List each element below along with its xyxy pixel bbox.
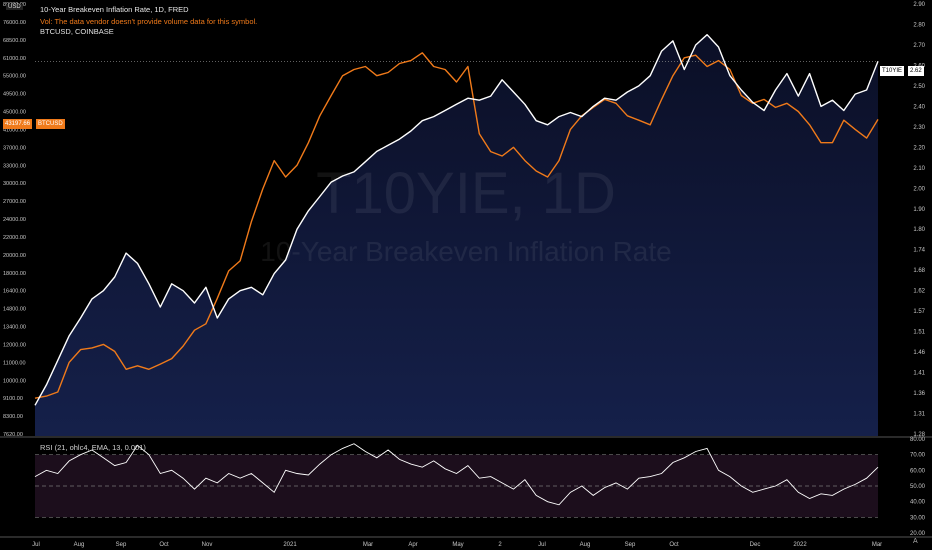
- left-axis-tick: 37000.00: [3, 145, 26, 151]
- rsi-axis-tick: 70.00: [910, 453, 926, 459]
- left-axis-tick: 45000.00: [3, 110, 26, 116]
- x-axis-tick: Oct: [669, 542, 679, 548]
- x-axis-tick: 2022: [793, 542, 807, 548]
- right-axis-tick: 1.74: [913, 248, 925, 254]
- x-axis-tick: Aug: [74, 542, 85, 548]
- x-axis-tick: Oct: [159, 542, 169, 548]
- left-axis-tick: 27000.00: [3, 199, 26, 205]
- x-axis-tick: Mar: [872, 542, 882, 548]
- t10-line: [34, 34, 879, 406]
- overlay-symbol-label: BTCUSD, COINBASE: [40, 27, 114, 36]
- right-axis-tick: 2.00: [913, 186, 925, 192]
- right-axis-tick: 1.68: [913, 268, 925, 274]
- chart-title: 10-Year Breakeven Inflation Rate, 1D, FR…: [40, 5, 189, 14]
- left-axis-tick: 61000.00: [3, 56, 26, 62]
- left-axis-tick: 49500.00: [3, 92, 26, 98]
- t10-symbol-badge: T10YIE: [880, 66, 905, 76]
- left-axis-tick: 8300.00: [3, 414, 23, 420]
- right-axis-tick: 1.41: [913, 371, 925, 377]
- right-axis-tick: 1.51: [913, 330, 925, 336]
- auto-scale-button[interactable]: A: [913, 538, 918, 545]
- x-axis-tick: Sep: [625, 542, 636, 548]
- right-axis-tick: 2.80: [913, 22, 925, 28]
- right-axis-tick: 1.28: [913, 432, 925, 438]
- x-axis-tick: 2021: [283, 542, 297, 548]
- watermark-ticker: T10YIE, 1D: [316, 161, 616, 226]
- right-axis-tick: 1.80: [913, 227, 925, 233]
- left-axis-tick: 16400.00: [3, 289, 26, 295]
- right-axis-tick: 1.36: [913, 391, 925, 397]
- right-axis-tick: 2.50: [913, 84, 925, 90]
- left-axis-tick: 18000.00: [3, 271, 26, 277]
- x-axis-tick: Mar: [363, 542, 373, 548]
- left-axis-tick: 24000.00: [3, 217, 26, 223]
- rsi-axis-tick: 50.00: [910, 484, 926, 490]
- right-axis-tick: 2.30: [913, 125, 925, 131]
- right-axis-tick: 1.31: [913, 412, 925, 418]
- right-axis-tick: 2.20: [913, 145, 925, 151]
- rsi-line: [34, 443, 879, 506]
- rsi-label: RSI (21, ohlc4, EMA, 13, 0.001): [40, 443, 146, 452]
- x-axis-tick: May: [452, 542, 463, 548]
- rsi-axis-tick: 40.00: [910, 500, 926, 506]
- rsi-axis-tick: 20.00: [910, 531, 926, 537]
- right-axis-tick: 2.90: [913, 2, 925, 8]
- watermark-name: 10-Year Breakeven Inflation Rate: [260, 236, 672, 267]
- left-axis-tick: 9100.00: [3, 396, 23, 402]
- x-axis-tick: Aug: [580, 542, 591, 548]
- left-axis-tick: 41000.00: [3, 127, 26, 133]
- right-axis-tick: 2.40: [913, 104, 925, 110]
- right-axis-tick: 1.46: [913, 350, 925, 356]
- left-axis-tick: 13400.00: [3, 325, 26, 331]
- x-axis-tick: Jul: [32, 542, 40, 548]
- right-axis-tick: 1.62: [913, 289, 925, 295]
- x-axis-tick: Nov: [202, 542, 213, 548]
- left-axis-tick: 22000.00: [3, 235, 26, 241]
- t10-value-badge: 2.62: [908, 66, 924, 76]
- right-axis-tick: 1.90: [913, 207, 925, 213]
- left-axis-tick: 20000.00: [3, 253, 26, 259]
- left-axis-tick: 30000.00: [3, 181, 26, 187]
- x-axis-tick: Sep: [116, 542, 127, 548]
- left-axis-tick: 11000.00: [3, 360, 26, 366]
- x-axis-tick: Dec: [750, 542, 761, 548]
- rsi-axis-tick: 30.00: [910, 515, 926, 521]
- volume-note: Vol: The data vendor doesn't provide vol…: [40, 17, 258, 26]
- left-axis-tick: 7620.00: [3, 432, 23, 438]
- right-axis-tick: 2.10: [913, 166, 925, 172]
- x-axis-tick: 2: [498, 542, 502, 548]
- btc-price-badge: 43197.66: [3, 119, 33, 129]
- right-axis-tick: 1.57: [913, 309, 925, 315]
- rsi-axis-tick: 60.00: [910, 468, 926, 474]
- rsi-axis-tick: 80.00: [910, 437, 926, 443]
- btc-symbol-badge: BTCUSD: [36, 119, 65, 129]
- left-axis-tick: 33000.00: [3, 163, 26, 169]
- left-axis-tick: 12000.00: [3, 342, 26, 348]
- right-axis-tick: 2.70: [913, 43, 925, 49]
- left-axis-tick: 10000.00: [3, 378, 26, 384]
- left-axis-tick: 76000.00: [3, 20, 26, 26]
- currency-label: USD: [6, 4, 23, 10]
- t10-area-fill: [35, 34, 878, 436]
- x-axis-tick: Apr: [408, 542, 417, 548]
- x-axis-tick: Jul: [538, 542, 546, 548]
- left-axis-tick: 55000.00: [3, 74, 26, 80]
- left-axis-tick: 14800.00: [3, 307, 26, 313]
- left-axis-tick: 68500.00: [3, 38, 26, 44]
- btc-line: [34, 52, 879, 399]
